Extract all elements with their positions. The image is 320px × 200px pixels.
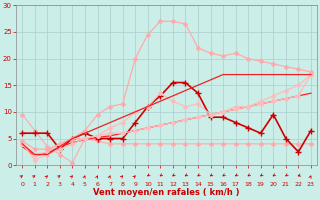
X-axis label: Vent moyen/en rafales ( km/h ): Vent moyen/en rafales ( km/h ) bbox=[93, 188, 240, 197]
